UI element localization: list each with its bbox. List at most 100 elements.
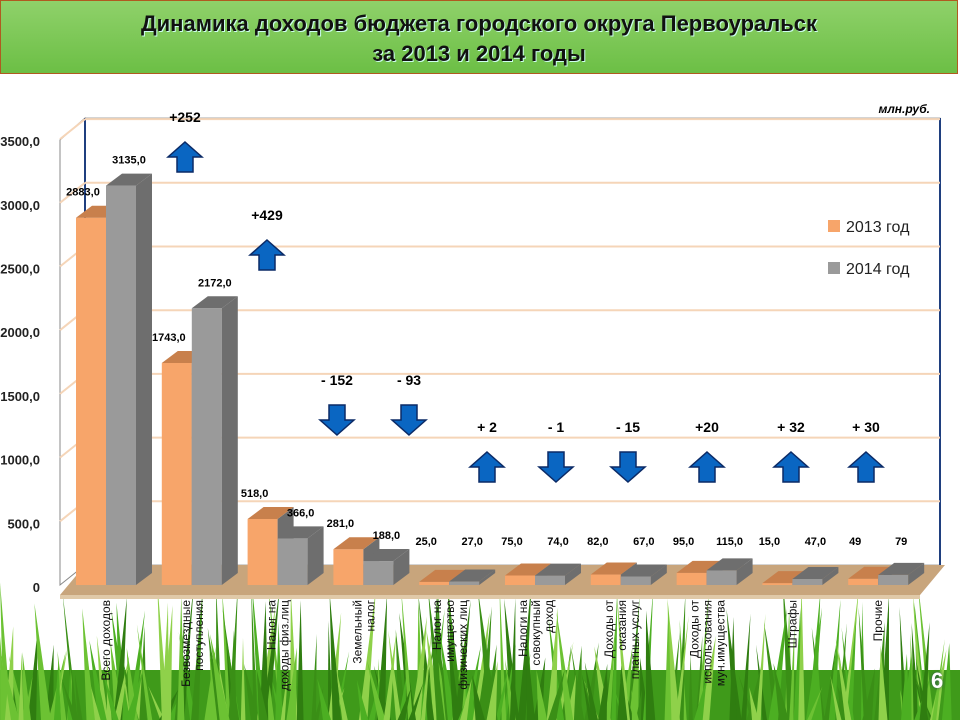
grass-blade <box>148 685 165 720</box>
grass-blade <box>499 586 507 720</box>
legend-swatch <box>828 262 840 274</box>
data-label: 2883,0 <box>66 187 100 199</box>
bar-front <box>676 572 707 585</box>
grass-blade <box>929 649 947 720</box>
grass-blade <box>22 652 31 720</box>
grass-blade <box>210 633 230 720</box>
grass-blade <box>410 616 427 720</box>
grass-blade <box>125 670 143 720</box>
grass-blade <box>102 669 119 720</box>
data-label: 15,0 <box>759 536 780 548</box>
grass-blade <box>334 662 348 720</box>
grass-blade <box>259 601 269 720</box>
bar-top <box>363 549 410 562</box>
x-tick-line: физических лиц <box>456 600 470 690</box>
grass-blade <box>136 624 153 720</box>
bar-front <box>848 578 879 585</box>
bar-side <box>307 526 324 585</box>
grass-blade <box>18 652 24 720</box>
grass-blade <box>62 593 78 720</box>
bar-front <box>792 579 823 585</box>
x-tick-line: Всего доходов <box>99 600 113 681</box>
bar-top <box>590 562 637 575</box>
grass-blade <box>453 599 471 720</box>
grass-blade <box>556 612 574 720</box>
y-tick-label: 1500,0 <box>0 389 40 404</box>
bar-front <box>419 581 450 585</box>
grass-blade <box>45 644 54 720</box>
grass-blade <box>207 627 224 720</box>
data-label: 3135,0 <box>112 155 146 167</box>
grass-blade <box>420 629 432 720</box>
grass-blade <box>789 623 795 720</box>
grass-blade <box>464 644 482 720</box>
data-label: 74,0 <box>547 536 568 548</box>
grass-blade <box>746 659 764 720</box>
x-tick-line: Доходы от <box>602 600 616 658</box>
bar-top <box>277 526 324 539</box>
grass-blade <box>329 593 342 720</box>
grass-blade <box>418 594 435 720</box>
grass-blade <box>688 654 693 720</box>
bar-front <box>277 538 308 585</box>
grass-blade <box>842 585 860 720</box>
x-tick-line: имущество <box>443 600 457 662</box>
bar-top <box>247 507 294 520</box>
grass-blade <box>824 644 836 720</box>
bar-top <box>878 562 925 575</box>
grass-blade <box>846 616 857 720</box>
y-tick-label: 2000,0 <box>0 325 40 340</box>
grass-blade <box>311 633 317 720</box>
grass-blade <box>738 674 757 720</box>
grass-blade <box>222 607 240 720</box>
change-label: + 32 <box>777 419 805 435</box>
grass-blade <box>472 675 485 720</box>
bar-front <box>449 581 480 585</box>
bar-side <box>908 562 925 585</box>
bar-top <box>419 569 466 582</box>
bar-top <box>191 296 238 309</box>
arrow-up-icon <box>468 450 506 483</box>
grass-blade <box>598 663 608 720</box>
grass-blade <box>61 677 78 720</box>
data-label: 47,0 <box>805 536 826 548</box>
grass-blade <box>438 641 453 720</box>
grass-blade <box>421 634 435 720</box>
grass-blade <box>941 643 952 720</box>
bar-top <box>535 563 581 576</box>
grass-blade <box>828 599 841 720</box>
grass-blade <box>477 590 498 720</box>
grass-blade <box>756 613 766 720</box>
data-label: 2172,0 <box>198 277 232 289</box>
grass-blade <box>878 645 888 720</box>
x-tick-label: Безвозмездныепоступления <box>179 600 206 687</box>
bar-side <box>136 173 152 585</box>
floor-edge <box>60 595 920 599</box>
data-label: 79 <box>895 536 907 548</box>
grass-blade <box>256 670 268 720</box>
data-label: 75,0 <box>501 536 522 548</box>
grass-blade <box>584 662 598 720</box>
grass-blade <box>664 605 672 720</box>
bar-front <box>106 185 136 585</box>
grass-blade <box>267 580 284 720</box>
bar-top <box>676 560 723 573</box>
grass-blade <box>0 652 20 720</box>
grass-blade <box>900 653 910 720</box>
data-label: 281,0 <box>327 518 355 530</box>
bar-front <box>191 308 222 585</box>
grass-blade <box>401 588 414 720</box>
grass-blade <box>631 689 639 720</box>
grass-blade <box>504 598 520 720</box>
grass-blade <box>191 586 203 720</box>
grass-blade <box>446 617 460 720</box>
grass-blade <box>495 665 509 720</box>
x-tick-line: Безвозмездные <box>179 600 193 687</box>
grass-blade <box>677 594 686 720</box>
grass-blade <box>517 581 532 720</box>
x-tick-label: Доходы отиспользованиямун.имущества <box>688 600 728 687</box>
bar-front <box>505 575 535 585</box>
grass-blade <box>85 666 101 720</box>
grass-blade <box>835 638 852 720</box>
grass-blade <box>547 668 565 720</box>
